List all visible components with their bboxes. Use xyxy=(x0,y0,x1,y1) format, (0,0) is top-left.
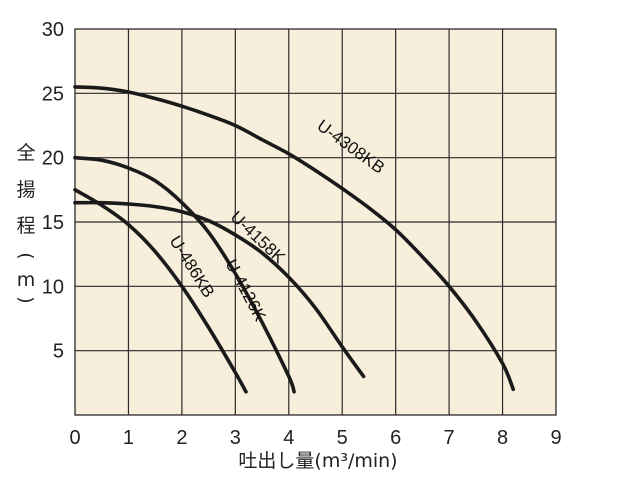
x-tick-label: 0 xyxy=(69,427,80,449)
y-axis-label-char: m xyxy=(17,269,36,291)
x-tick-label: 2 xyxy=(176,427,187,449)
x-tick-label: 4 xyxy=(283,427,294,449)
y-axis-label-char: 程 xyxy=(16,215,35,237)
x-tick-label: 8 xyxy=(497,427,508,449)
series-line-u-486kb xyxy=(73,188,248,394)
grid-lines xyxy=(75,29,556,415)
y-tick-labels: 5 10 15 20 25 30 xyxy=(42,19,64,363)
y-axis-label-char: 揚 xyxy=(16,179,35,201)
x-tick-label: 1 xyxy=(123,427,134,449)
y-tick-label: 25 xyxy=(42,83,64,105)
x-tick-label: 5 xyxy=(337,427,348,449)
x-tick-label: 3 xyxy=(230,427,241,449)
y-tick-label: 10 xyxy=(42,276,64,298)
series-line-u-4126k xyxy=(73,155,296,394)
series-line-u-4308kb xyxy=(73,85,515,392)
y-tick-label: 5 xyxy=(53,341,64,363)
series-line-u-4158k xyxy=(73,200,366,379)
y-axis-label: 全揚程 ( m) xyxy=(15,142,37,304)
y-axis-label-char: ) xyxy=(15,296,37,303)
y-tick-label: 15 xyxy=(42,212,64,234)
x-tick-label: 7 xyxy=(444,427,455,449)
y-axis-label-char: 全 xyxy=(16,142,35,164)
x-tick-label: 6 xyxy=(390,427,401,449)
series-curves xyxy=(73,85,515,394)
y-tick-label: 30 xyxy=(42,19,64,41)
y-tick-label: 20 xyxy=(42,148,64,170)
x-axis-label: 吐出し量(m³/min) xyxy=(238,450,397,472)
y-axis-label-char: ( xyxy=(15,252,37,259)
x-tick-label: 9 xyxy=(550,427,561,449)
x-tick-labels: 0 1 2 3 4 5 6 7 8 9 xyxy=(69,427,561,449)
